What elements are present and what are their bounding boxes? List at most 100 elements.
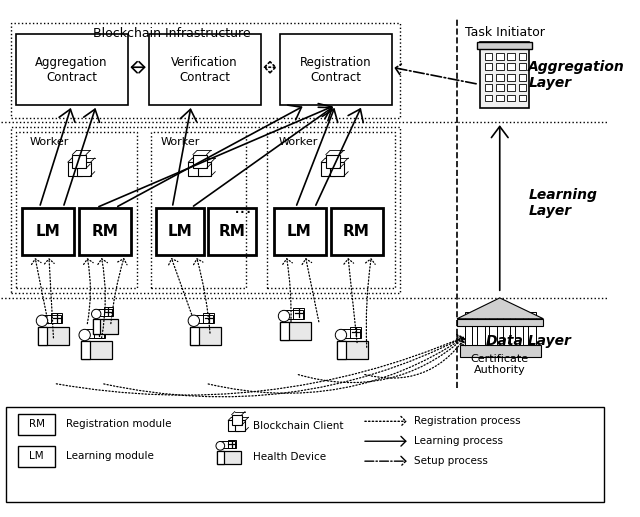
Circle shape: [188, 315, 200, 326]
Text: RM: RM: [343, 224, 370, 239]
Bar: [337, 341, 368, 359]
Bar: [339, 329, 360, 338]
Bar: [6, 407, 604, 502]
Bar: [51, 313, 62, 323]
Bar: [508, 84, 515, 91]
Bar: [496, 84, 504, 91]
Bar: [209, 208, 256, 255]
Bar: [93, 319, 118, 333]
Text: LM: LM: [29, 451, 44, 461]
Bar: [477, 312, 484, 345]
Text: RM: RM: [29, 419, 45, 429]
Bar: [519, 84, 526, 91]
Bar: [198, 162, 211, 176]
Text: Certificate
Authority: Certificate Authority: [470, 354, 529, 375]
Text: LM: LM: [36, 224, 60, 239]
Text: Learning
Layer: Learning Layer: [528, 188, 597, 218]
Text: Registration
Contract: Registration Contract: [300, 56, 371, 84]
Bar: [484, 84, 492, 91]
Bar: [38, 327, 47, 345]
Bar: [274, 208, 326, 255]
Bar: [190, 327, 221, 345]
Bar: [40, 314, 61, 324]
Bar: [19, 446, 54, 467]
Bar: [15, 132, 137, 288]
Bar: [484, 53, 492, 59]
Bar: [148, 34, 260, 105]
Bar: [228, 420, 239, 431]
Bar: [519, 64, 526, 70]
Bar: [95, 309, 112, 316]
Bar: [508, 95, 515, 101]
Text: LM: LM: [168, 224, 192, 239]
Bar: [508, 74, 515, 81]
Text: RM: RM: [219, 224, 246, 239]
Bar: [457, 319, 543, 326]
Bar: [496, 53, 504, 59]
Bar: [326, 155, 339, 168]
Circle shape: [278, 310, 290, 322]
Bar: [496, 64, 504, 70]
Bar: [204, 313, 214, 323]
Bar: [480, 41, 529, 108]
Bar: [351, 327, 361, 338]
Bar: [94, 327, 104, 338]
Bar: [331, 208, 383, 255]
Text: ...: ...: [234, 198, 253, 217]
Bar: [477, 41, 532, 49]
Bar: [337, 341, 346, 359]
Bar: [515, 312, 522, 345]
Bar: [330, 162, 344, 176]
Bar: [321, 162, 335, 176]
Bar: [484, 74, 492, 81]
Bar: [460, 345, 541, 357]
Bar: [490, 312, 497, 345]
Bar: [11, 23, 400, 117]
Bar: [93, 319, 100, 333]
Text: Health Device: Health Device: [253, 452, 326, 462]
Text: LM: LM: [287, 224, 312, 239]
Text: Blockchain Infrastructure: Blockchain Infrastructure: [93, 27, 251, 40]
Bar: [294, 308, 304, 318]
Bar: [519, 53, 526, 59]
Text: Registration process: Registration process: [414, 416, 521, 427]
Bar: [280, 322, 311, 340]
Bar: [496, 74, 504, 81]
Text: RM: RM: [92, 224, 118, 239]
Circle shape: [79, 329, 90, 341]
Bar: [235, 420, 245, 431]
Text: Data Layer: Data Layer: [486, 333, 570, 347]
Bar: [267, 132, 396, 288]
Circle shape: [92, 309, 101, 318]
Bar: [465, 312, 472, 345]
Polygon shape: [457, 298, 543, 319]
Text: Aggregation
Layer: Aggregation Layer: [528, 60, 625, 90]
Bar: [218, 451, 224, 464]
Bar: [77, 162, 91, 176]
Bar: [152, 132, 246, 288]
Bar: [232, 415, 242, 425]
Circle shape: [335, 329, 347, 341]
Bar: [81, 341, 90, 359]
Circle shape: [36, 315, 47, 326]
Bar: [280, 34, 392, 105]
Text: Worker: Worker: [30, 136, 69, 146]
Bar: [193, 155, 207, 168]
Bar: [528, 312, 536, 345]
Text: Verification
Contract: Verification Contract: [172, 56, 238, 84]
Bar: [19, 414, 54, 435]
Bar: [496, 95, 504, 101]
Bar: [188, 162, 202, 176]
Bar: [508, 53, 515, 59]
Bar: [72, 155, 86, 168]
Bar: [38, 327, 69, 345]
Text: Task Initiator: Task Initiator: [465, 26, 545, 39]
Bar: [282, 310, 303, 318]
Text: Learning module: Learning module: [66, 451, 154, 461]
Bar: [104, 308, 113, 316]
Bar: [79, 208, 131, 255]
Text: Registration module: Registration module: [66, 419, 172, 429]
Bar: [68, 162, 81, 176]
Text: Worker: Worker: [161, 136, 200, 146]
Text: Aggregation
Contract: Aggregation Contract: [35, 56, 108, 84]
